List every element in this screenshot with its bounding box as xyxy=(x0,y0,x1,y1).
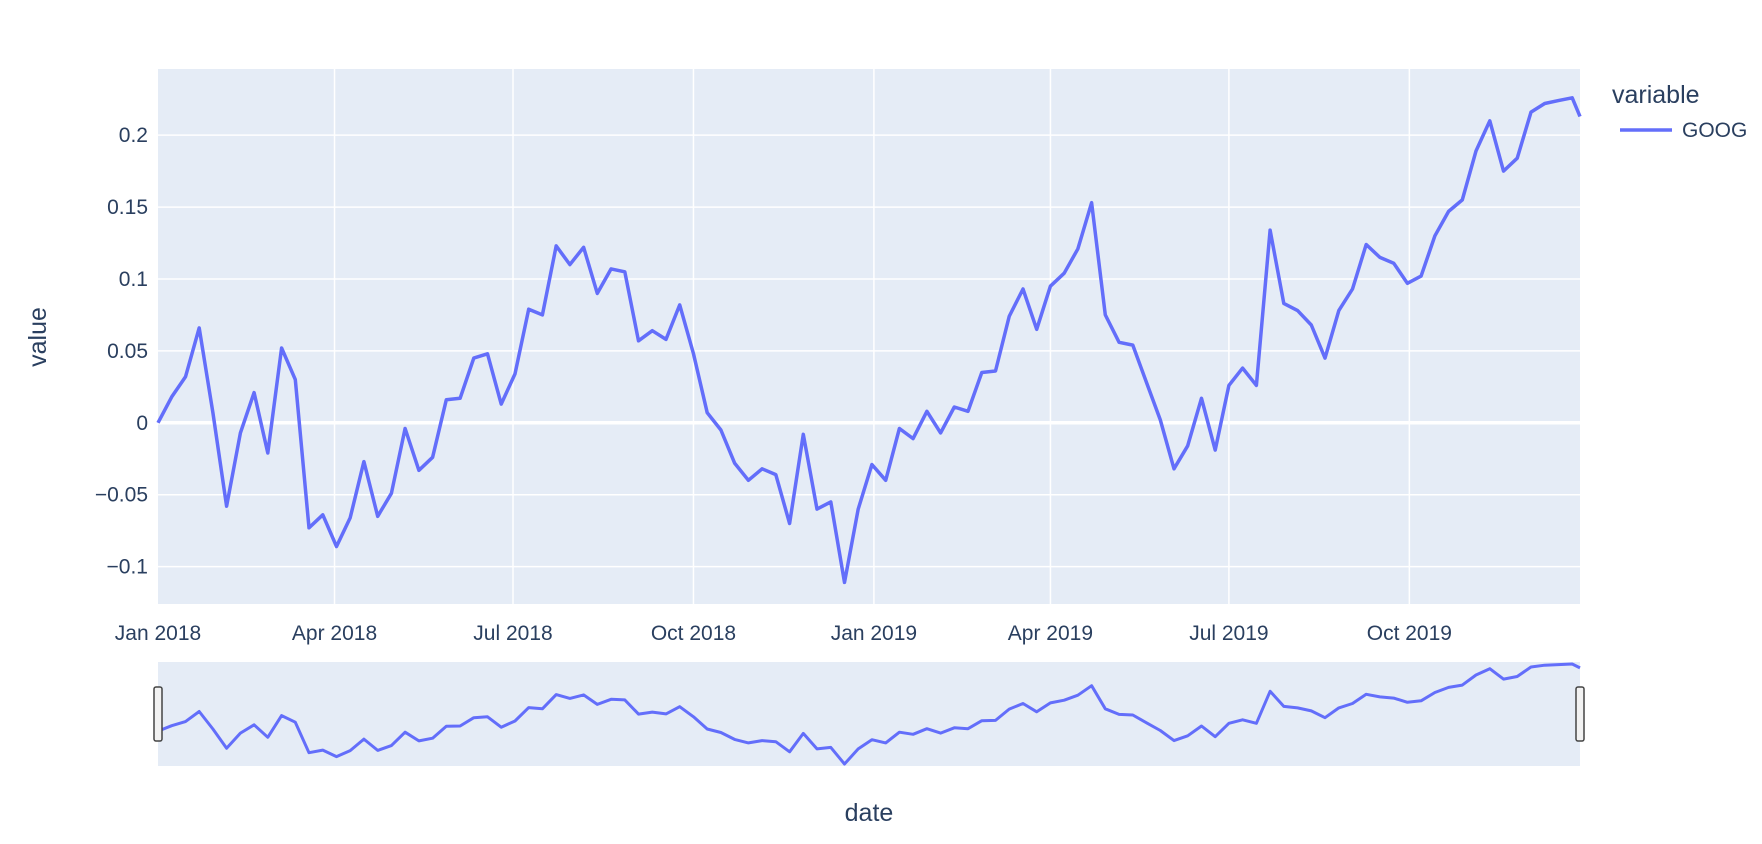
y-axis-title: value xyxy=(24,307,52,367)
legend-title: variable xyxy=(1612,81,1700,109)
legend: variable GOOG xyxy=(1612,81,1747,142)
x-tick-label: Jul 2018 xyxy=(473,622,552,645)
y-tick-label: −0.1 xyxy=(107,556,148,579)
range-slider-line-goog xyxy=(157,662,1581,766)
series-layer xyxy=(156,96,1582,585)
range-slider-left-handle[interactable] xyxy=(153,686,163,742)
x-tick-label: Jan 2018 xyxy=(115,622,201,645)
y-tick-label: 0.15 xyxy=(107,196,148,219)
grid-lines xyxy=(158,69,1580,604)
x-tick-label: Oct 2018 xyxy=(651,622,736,645)
x-tick-label: Apr 2018 xyxy=(292,622,377,645)
y-tick-label: 0.05 xyxy=(107,340,148,363)
range-slider-background xyxy=(158,662,1580,766)
y-tick-label: −0.05 xyxy=(95,484,148,507)
y-tick-label: 0.2 xyxy=(119,124,148,147)
legend-label-goog: GOOG xyxy=(1682,119,1747,142)
range-slider-right-handle[interactable] xyxy=(1575,686,1585,742)
range-slider[interactable] xyxy=(153,662,1585,766)
plot-area xyxy=(158,69,1580,604)
x-tick-label: Jan 2019 xyxy=(831,622,917,645)
y-tick-label: 0.1 xyxy=(119,268,148,291)
x-tick-label: Jul 2019 xyxy=(1189,622,1268,645)
x-axis-ticks: Jan 2018 Apr 2018 Jul 2018 Oct 2018 Jan 2019… xyxy=(115,622,1452,645)
y-axis-ticks: −0.1 −0.05 0 0.05 0.1 0.15 0.2 xyxy=(95,124,148,578)
x-tick-label: Apr 2019 xyxy=(1008,622,1093,645)
x-axis-title: date xyxy=(845,799,894,827)
series-line-goog xyxy=(156,96,1582,585)
legend-item-goog[interactable]: GOOG xyxy=(1620,119,1747,142)
range-slider-series xyxy=(157,662,1581,766)
y-tick-label: 0 xyxy=(136,412,148,435)
x-tick-label: Oct 2019 xyxy=(1367,622,1452,645)
